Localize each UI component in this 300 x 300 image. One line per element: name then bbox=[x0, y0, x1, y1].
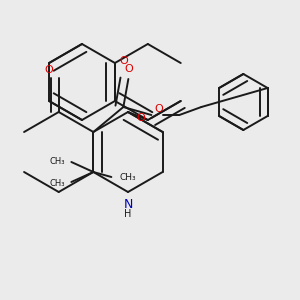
Text: O: O bbox=[137, 113, 146, 123]
Text: O: O bbox=[124, 64, 133, 74]
Text: N: N bbox=[123, 197, 133, 211]
Text: O: O bbox=[119, 56, 128, 66]
Text: CH₃: CH₃ bbox=[119, 172, 136, 182]
Text: CH₃: CH₃ bbox=[50, 157, 65, 166]
Text: CH₃: CH₃ bbox=[50, 178, 65, 188]
Text: H: H bbox=[124, 209, 132, 219]
Text: O: O bbox=[44, 65, 53, 75]
Text: O: O bbox=[154, 104, 163, 114]
